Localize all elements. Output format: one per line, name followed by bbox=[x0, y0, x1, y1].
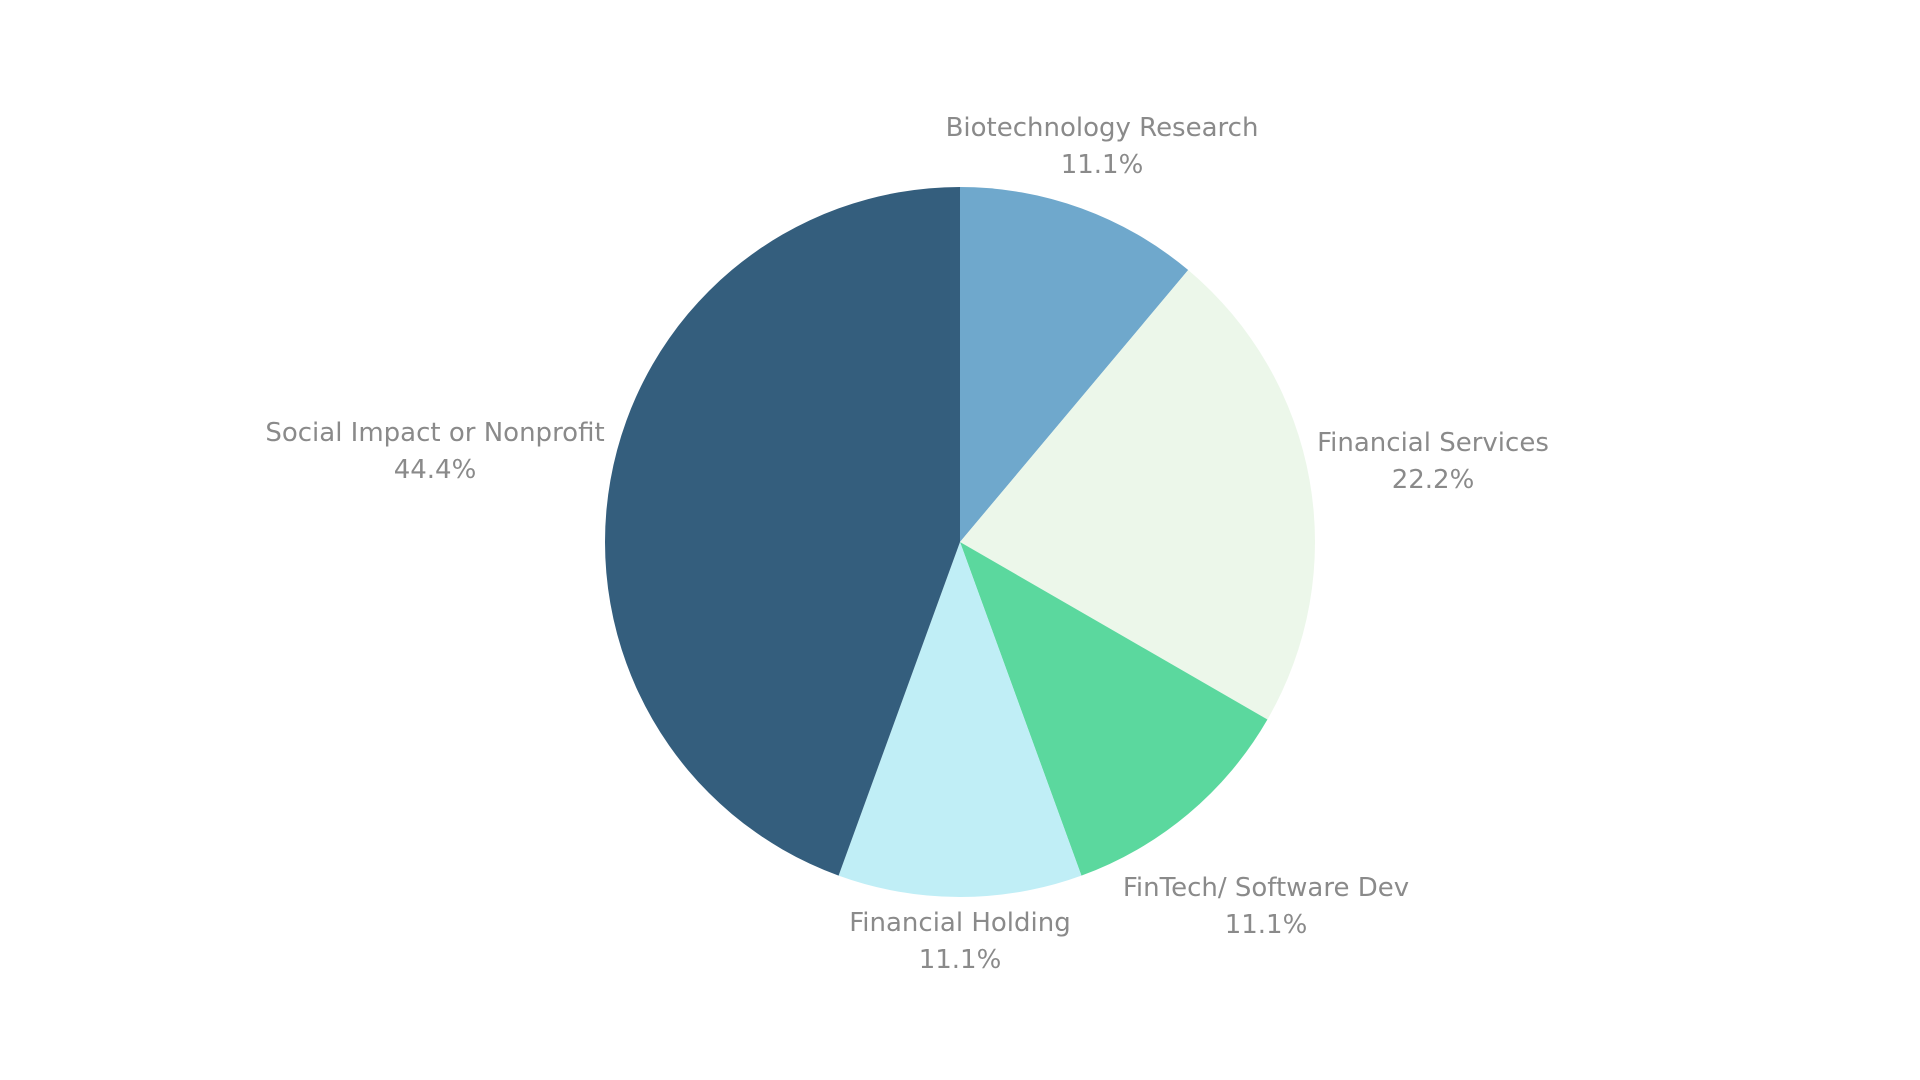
slice-value-biotechnology-research: 11.1% bbox=[1061, 150, 1144, 180]
slice-labels: Biotechnology Research 11.1% Financial Ser… bbox=[265, 113, 1549, 975]
pie-slice-financial-services bbox=[960, 270, 1315, 720]
pie-slice-biotechnology-research bbox=[960, 187, 1189, 542]
slice-label-financial-holding: Financial Holding bbox=[849, 908, 1071, 938]
slice-label-financial-services: Financial Services bbox=[1317, 428, 1549, 458]
slice-value-financial-holding: 11.1% bbox=[919, 945, 1002, 975]
pie-slices bbox=[604, 187, 1315, 897]
slice-value-fintech-software-dev: 11.1% bbox=[1225, 910, 1308, 940]
slice-value-social-impact-or-nonprofit: 44.4% bbox=[394, 455, 477, 485]
slice-label-fintech-software-dev: FinTech/ Software Dev bbox=[1123, 873, 1409, 903]
pie-slice-fintech-software-dev bbox=[960, 542, 1268, 876]
slice-value-financial-services: 22.2% bbox=[1392, 465, 1475, 495]
pie-slice-social-impact-or-nonprofit bbox=[604, 187, 960, 876]
slice-label-biotechnology-research: Biotechnology Research bbox=[946, 113, 1259, 143]
slice-label-social-impact-or-nonprofit: Social Impact or Nonprofit bbox=[265, 418, 604, 448]
pie-slice-financial-holding bbox=[838, 542, 1082, 897]
